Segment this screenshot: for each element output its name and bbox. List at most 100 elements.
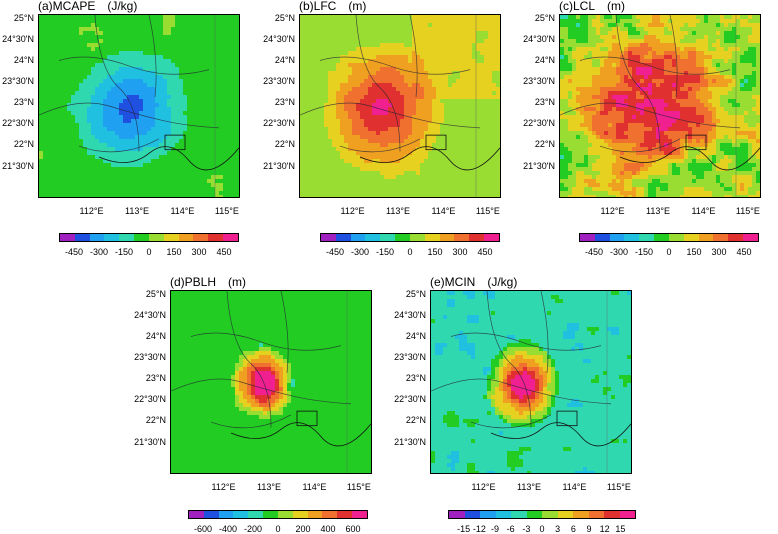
latitude-label: 22°N <box>0 139 34 149</box>
colorbar-tick-label: 450 <box>216 247 231 257</box>
latitude-label: 25°N <box>251 13 295 23</box>
latitude-label: 25°N <box>122 289 166 299</box>
latitude-label: 23°N <box>0 97 34 107</box>
field-raster-e <box>431 291 631 473</box>
colorbar-swatch <box>263 511 278 518</box>
colorbar-swatch <box>321 234 336 241</box>
colorbar-swatch <box>713 234 728 241</box>
colorbar-swatch <box>604 511 620 518</box>
colorbar-a <box>59 233 239 242</box>
latitude-label: 23°N <box>382 373 426 383</box>
colorbar-swatch <box>365 234 380 241</box>
latitude-label: 21°30'N <box>382 437 426 447</box>
longitude-label: 114°E <box>562 482 586 492</box>
colorbar-swatch <box>248 511 263 518</box>
latitude-label: 22°30'N <box>382 394 426 404</box>
colorbar-tick-label: -450 <box>585 247 603 257</box>
colorbar-swatch <box>104 234 119 241</box>
colorbar-swatch <box>624 234 639 241</box>
colorbar-tick-label: -300 <box>351 247 369 257</box>
latitude-label: 24°30'N <box>0 34 34 44</box>
colorbar-swatch <box>193 234 208 241</box>
colorbar-c <box>579 233 759 242</box>
field-raster-b <box>300 15 500 197</box>
colorbar-tick-label: -150 <box>635 247 653 257</box>
colorbar-swatch <box>337 511 352 518</box>
colorbar-swatch <box>440 234 455 241</box>
longitude-label: 112°E <box>472 482 496 492</box>
colorbar-b <box>320 233 500 242</box>
colorbar-swatch <box>204 511 219 518</box>
colorbar-swatch <box>511 511 527 518</box>
colorbar-swatch <box>208 234 223 241</box>
colorbar-swatch <box>484 234 499 241</box>
latitude-label: 23°30'N <box>511 76 555 86</box>
latitude-label: 24°30'N <box>511 34 555 44</box>
longitude-label: 114°E <box>302 482 326 492</box>
latitude-label: 24°N <box>122 331 166 341</box>
colorbar-swatch <box>164 234 179 241</box>
colorbar-tick-label: -150 <box>376 247 394 257</box>
colorbar-swatch <box>179 234 194 241</box>
latitude-label: 25°N <box>511 13 555 23</box>
colorbar-swatch <box>322 511 337 518</box>
longitude-label: 112°E <box>212 482 236 492</box>
colorbar-tick-label: 450 <box>477 247 492 257</box>
latitude-label: 22°30'N <box>122 394 166 404</box>
longitude-label: 112°E <box>601 206 625 216</box>
longitude-label: 113°E <box>646 206 670 216</box>
latitude-label: 23°30'N <box>382 352 426 362</box>
colorbar-tick-label: 300 <box>711 247 726 257</box>
colorbar-swatch <box>610 234 625 241</box>
colorbar-swatch <box>699 234 714 241</box>
colorbar-swatch <box>639 234 654 241</box>
colorbar-swatch <box>589 511 605 518</box>
map-plot-b <box>299 14 501 198</box>
panel-e-title: (e)MCIN(J/kg) <box>430 275 517 289</box>
colorbar-tick-label: -300 <box>610 247 628 257</box>
longitude-label: 115°E <box>607 482 631 492</box>
latitude-label: 23°30'N <box>251 76 295 86</box>
colorbar-tick-label: 150 <box>166 247 181 257</box>
colorbar-swatch <box>580 234 595 241</box>
latitude-label: 23°N <box>511 97 555 107</box>
colorbar-swatch <box>293 511 308 518</box>
field-raster-c <box>560 15 760 197</box>
latitude-label: 24°N <box>511 55 555 65</box>
colorbar-swatch <box>542 511 558 518</box>
colorbar-swatch <box>189 511 204 518</box>
colorbar-swatch <box>480 511 496 518</box>
longitude-label: 115°E <box>736 206 760 216</box>
latitude-label: 23°N <box>122 373 166 383</box>
longitude-label: 115°E <box>215 206 239 216</box>
latitude-label: 22°30'N <box>251 118 295 128</box>
colorbar-swatch <box>410 234 425 241</box>
latitude-label: 22°N <box>122 415 166 425</box>
latitude-label: 23°N <box>251 97 295 107</box>
longitude-label: 112°E <box>341 206 365 216</box>
latitude-label: 23°30'N <box>0 76 34 86</box>
latitude-label: 21°30'N <box>0 161 34 171</box>
colorbar-swatch <box>233 511 248 518</box>
colorbar-tick-label: 300 <box>452 247 467 257</box>
latitude-label: 22°30'N <box>511 118 555 128</box>
colorbar-swatch <box>90 234 105 241</box>
map-plot-c <box>559 14 761 198</box>
colorbar-swatch <box>60 234 75 241</box>
colorbar-swatch <box>425 234 440 241</box>
colorbar-swatch <box>449 511 465 518</box>
map-plot-e <box>430 290 632 474</box>
colorbar-swatch <box>278 511 293 518</box>
latitude-label: 24°30'N <box>251 34 295 44</box>
colorbar-swatch <box>684 234 699 241</box>
colorbar-swatch <box>620 511 636 518</box>
longitude-label: 114°E <box>691 206 715 216</box>
colorbar-swatch <box>395 234 410 241</box>
colorbar-tick-label: 450 <box>736 247 751 257</box>
colorbar-swatch <box>219 511 234 518</box>
latitude-label: 21°30'N <box>511 161 555 171</box>
colorbar-swatch <box>654 234 669 241</box>
colorbar-swatch <box>119 234 134 241</box>
colorbar-swatch <box>380 234 395 241</box>
panel-a-title: (a)MCAPE(J/kg) <box>38 0 137 13</box>
